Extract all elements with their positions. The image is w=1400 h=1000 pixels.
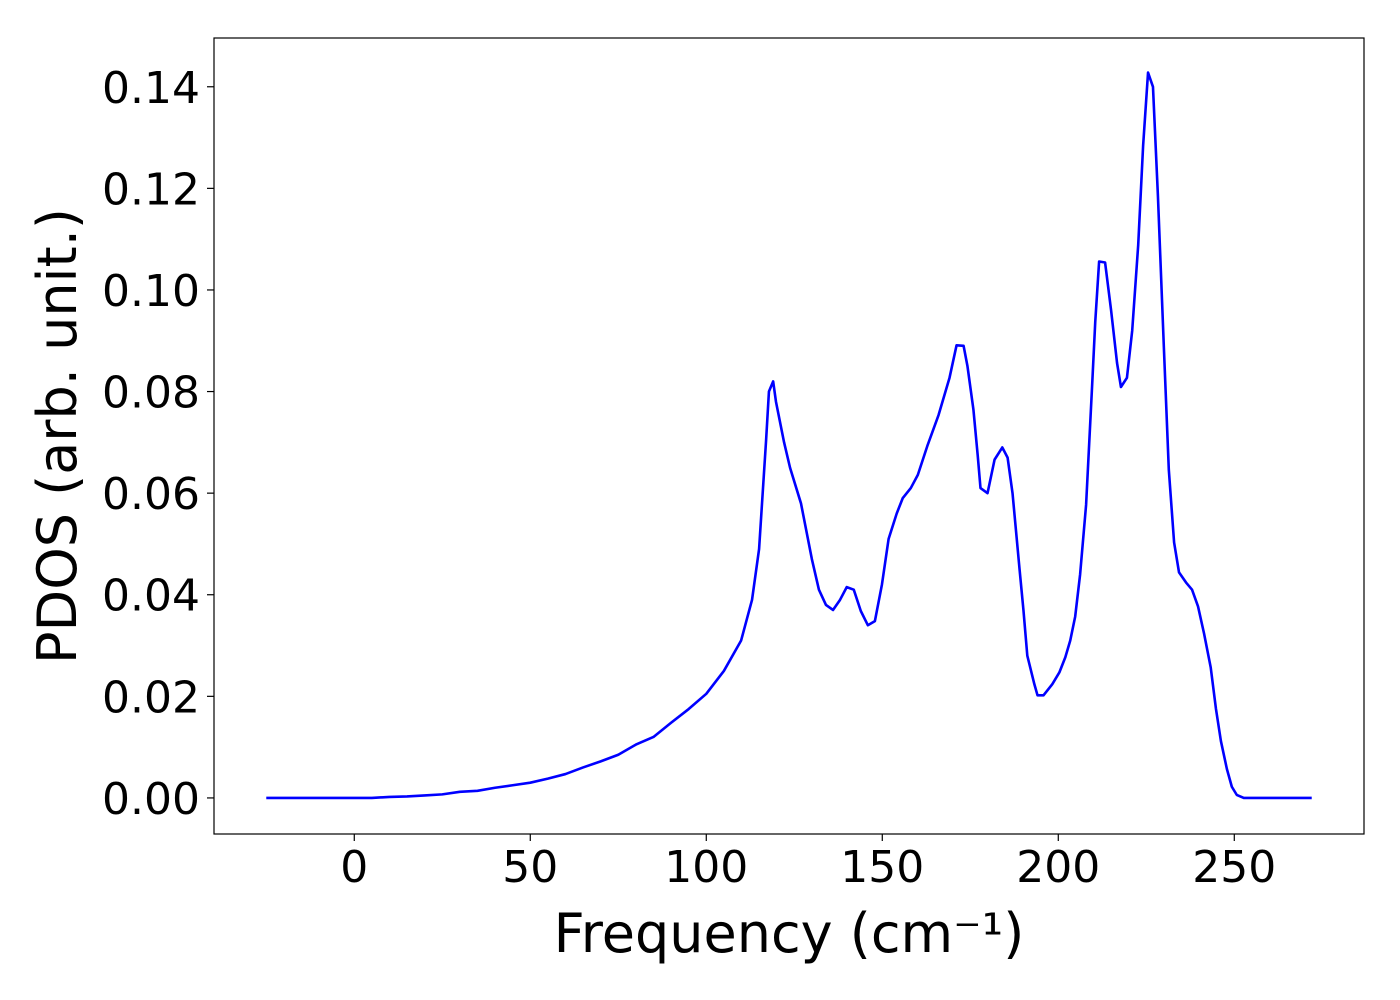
y-axis-label: PDOS (arb. unit.) — [26, 208, 89, 664]
x-tick-label: 150 — [840, 842, 924, 893]
y-tick-label: 0.06 — [102, 469, 200, 520]
y-tick-label: 0.12 — [102, 164, 200, 215]
x-axis-label: Frequency (cm⁻¹) — [554, 902, 1025, 965]
y-tick-label: 0.04 — [102, 571, 200, 622]
y-tick-label: 0.00 — [102, 774, 200, 825]
x-tick-label: 250 — [1192, 842, 1276, 893]
data-line — [266, 71, 1312, 800]
x-tick-label: 100 — [664, 842, 748, 893]
y-tick-label: 0.14 — [102, 63, 200, 114]
x-tick-label: 200 — [1016, 842, 1100, 893]
x-tick-label: 50 — [502, 842, 558, 893]
y-tick-label: 0.08 — [102, 368, 200, 419]
y-tick-label: 0.02 — [102, 672, 200, 723]
plot-frame — [213, 37, 1365, 835]
y-tick-label: 0.10 — [102, 266, 200, 317]
x-tick-label: 0 — [340, 842, 368, 893]
